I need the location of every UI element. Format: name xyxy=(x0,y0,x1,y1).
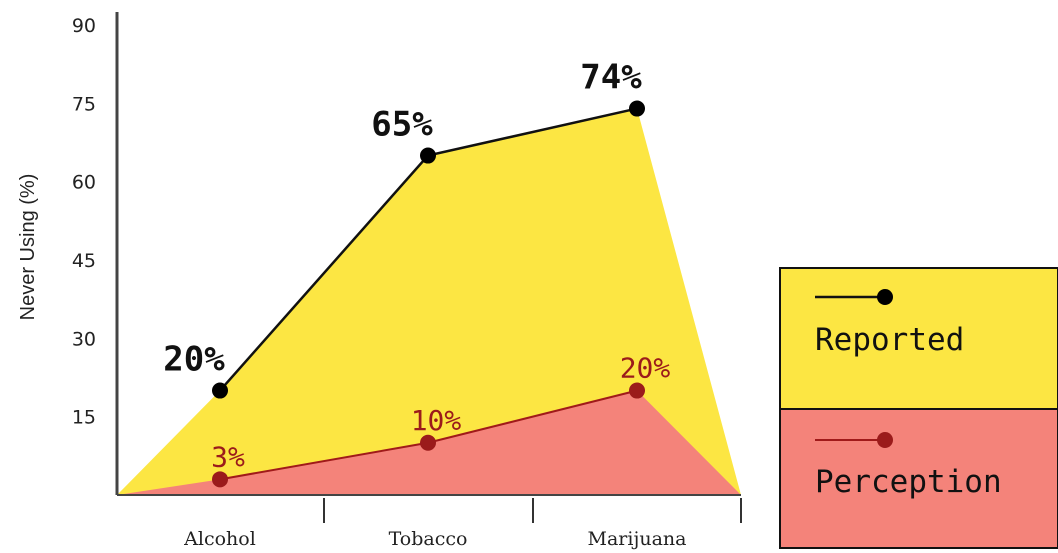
legend-label-perception: Perception xyxy=(815,464,1002,500)
data-point-perception xyxy=(212,471,228,488)
data-label-perception: 10% xyxy=(411,404,462,437)
data-label-reported: 65% xyxy=(371,105,433,145)
data-point-reported xyxy=(212,382,228,399)
y-tick-label: 90 xyxy=(72,15,96,37)
y-tick-label: 15 xyxy=(72,407,96,429)
y-tick-label: 60 xyxy=(72,172,96,194)
data-point-reported xyxy=(420,147,436,164)
y-axis-title: Never Using (%) xyxy=(17,174,39,321)
data-label-perception: 3% xyxy=(211,440,245,473)
legend-box-perception xyxy=(779,408,1058,549)
data-label-reported: 74% xyxy=(580,58,642,98)
y-tick-label: 75 xyxy=(72,93,96,115)
x-tick-label: Marijuana xyxy=(588,528,687,550)
data-point-reported xyxy=(629,100,645,117)
legend-box-reported xyxy=(779,267,1058,410)
legend-marker-perception xyxy=(877,432,893,448)
x-tick-label: Tobacco xyxy=(389,528,468,550)
data-label-perception: 20% xyxy=(620,352,671,385)
x-axis: Alcohol Tobacco Marijuana xyxy=(117,494,742,550)
area-reported xyxy=(117,108,741,496)
y-tick-label: 45 xyxy=(72,250,96,272)
x-tick-label: Alcohol xyxy=(183,528,256,550)
data-point-perception xyxy=(420,434,436,451)
legend: Reported Perception xyxy=(779,267,1058,549)
data-label-layer: 20% 65% 74% 3% 10% 20% xyxy=(163,58,670,474)
legend-marker-reported xyxy=(877,289,893,305)
legend-label-reported: Reported xyxy=(815,322,964,358)
y-tick-labels: 15 30 45 60 75 90 xyxy=(72,15,96,429)
point-layer xyxy=(212,100,645,488)
data-label-reported: 20% xyxy=(163,340,225,380)
data-point-perception xyxy=(629,382,645,399)
y-tick-label: 30 xyxy=(72,328,96,350)
